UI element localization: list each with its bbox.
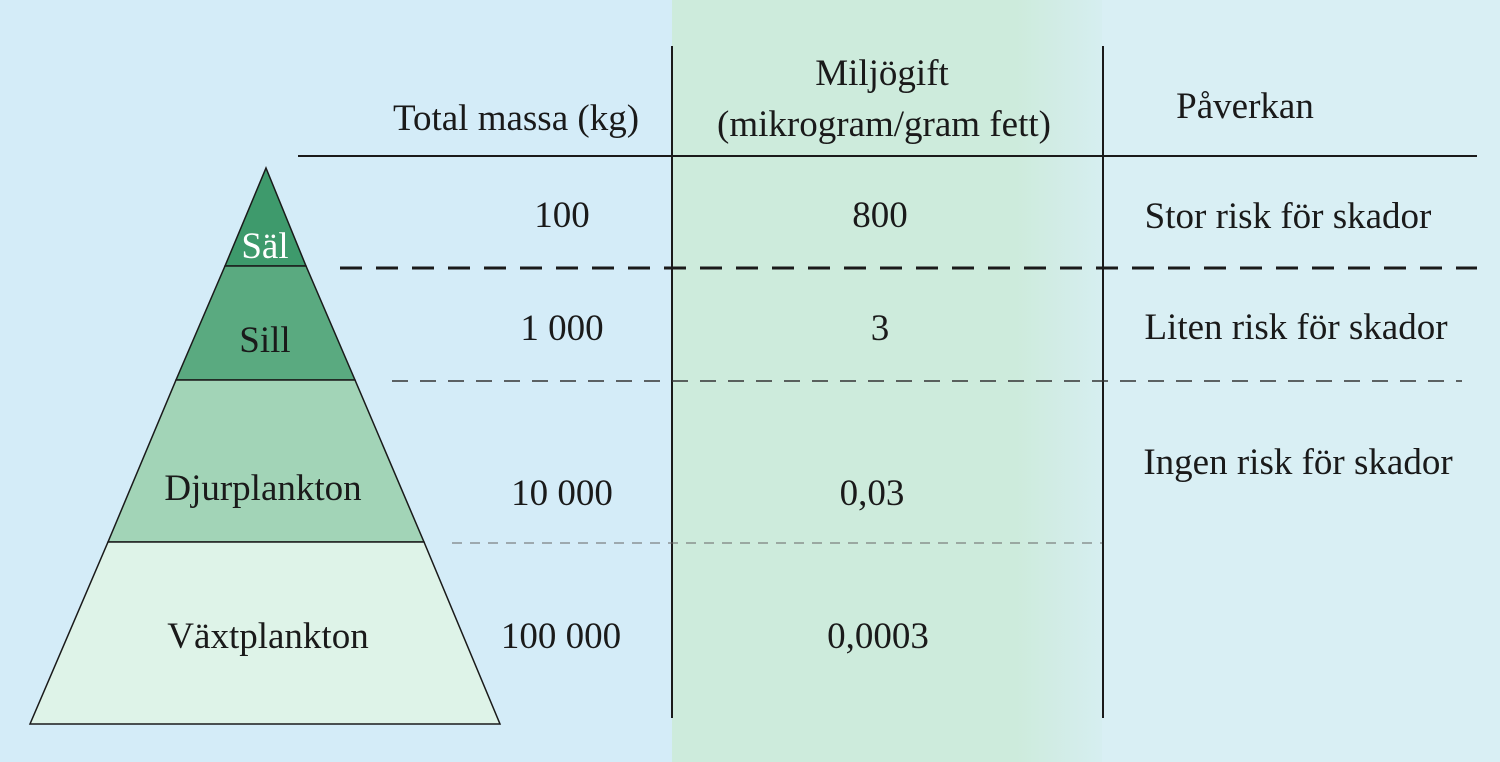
mass-value-djurplankton: 10 000 xyxy=(511,473,613,514)
mass-value-sill: 1 000 xyxy=(520,308,603,349)
level-label-sal: Säl xyxy=(241,226,288,267)
pyramid-level-vaxtplankton xyxy=(28,541,502,725)
mass-value-sal: 100 xyxy=(534,195,590,236)
toxin-value-vaxtplankton: 0,0003 xyxy=(827,616,929,657)
header-effect: Påverkan xyxy=(1176,86,1314,127)
toxin-value-sal: 800 xyxy=(852,195,908,236)
level-label-djurplankton: Djurplankton xyxy=(164,468,361,509)
toxin-value-djurplankton: 0,03 xyxy=(840,473,905,514)
effect-text-liten-risk: Liten risk för skador xyxy=(1144,307,1447,348)
header-total-mass: Total massa (kg) xyxy=(393,98,639,139)
level-label-vaxtplankton: Växtplankton xyxy=(167,616,368,657)
mass-value-vaxtplankton: 100 000 xyxy=(501,616,621,657)
level-label-sill: Sill xyxy=(239,320,290,361)
header-toxin-line2: (mikrogram/gram fett) xyxy=(717,104,1051,145)
effect-text-stor-risk: Stor risk för skador xyxy=(1145,196,1432,237)
toxin-value-sill: 3 xyxy=(871,308,890,349)
effect-text-ingen-risk: Ingen risk för skador xyxy=(1143,442,1452,483)
header-toxin-line1: Miljögift xyxy=(815,53,949,94)
